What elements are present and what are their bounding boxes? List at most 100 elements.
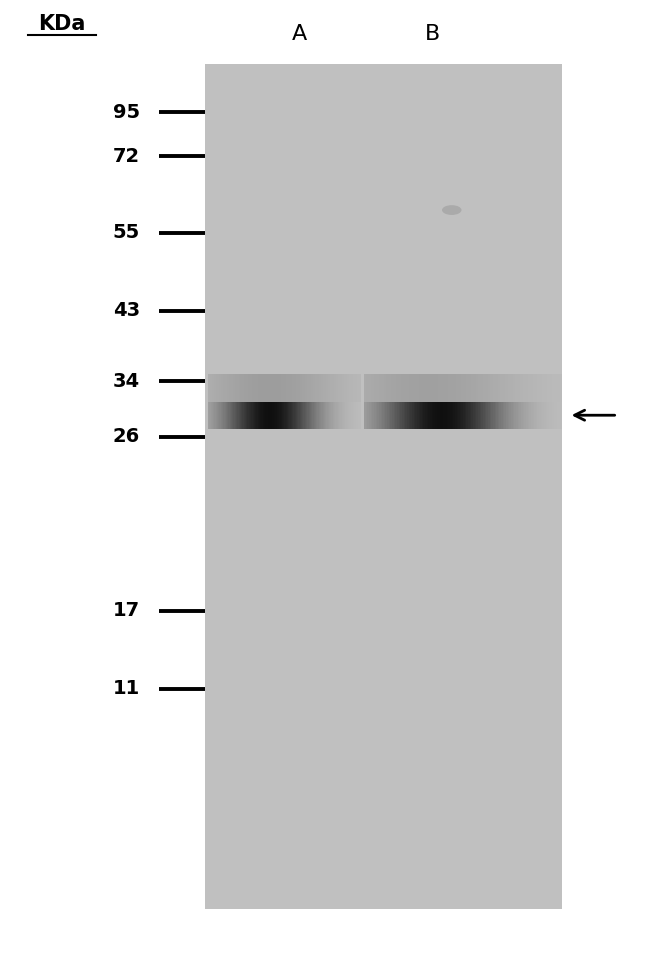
Bar — [302, 402, 304, 429]
Bar — [526, 402, 528, 429]
Bar — [256, 402, 257, 429]
Text: 43: 43 — [112, 301, 140, 320]
Bar — [344, 374, 346, 404]
Bar — [269, 402, 270, 429]
Bar — [277, 402, 278, 429]
Bar — [428, 402, 430, 429]
Bar — [557, 374, 560, 404]
Bar — [237, 374, 239, 404]
Bar — [366, 402, 367, 429]
Bar — [539, 402, 541, 429]
Bar — [216, 374, 218, 404]
Bar — [551, 402, 552, 429]
Bar — [227, 402, 228, 429]
Bar — [214, 402, 216, 429]
Bar — [455, 402, 456, 429]
Bar — [231, 374, 233, 404]
Bar — [499, 402, 501, 429]
Bar — [237, 402, 239, 429]
Bar — [346, 402, 348, 429]
Bar — [248, 374, 250, 404]
Bar — [424, 374, 426, 404]
Bar — [310, 402, 311, 429]
Bar — [222, 402, 224, 429]
Bar — [356, 402, 357, 429]
Bar — [253, 402, 254, 429]
Bar — [425, 402, 427, 429]
Bar — [302, 374, 304, 404]
Bar — [422, 402, 424, 429]
Bar — [298, 374, 300, 404]
Text: 34: 34 — [112, 371, 140, 391]
Bar — [325, 402, 326, 429]
Bar — [401, 374, 404, 404]
Bar — [226, 402, 227, 429]
Bar — [292, 374, 294, 404]
Bar — [348, 402, 349, 429]
Bar — [359, 402, 361, 429]
Bar — [419, 374, 421, 404]
Bar — [536, 402, 538, 429]
Bar — [504, 402, 506, 429]
Bar — [560, 374, 562, 404]
Bar — [544, 402, 546, 429]
Bar — [336, 374, 338, 404]
Bar — [500, 374, 503, 404]
Bar — [338, 402, 339, 429]
Bar — [445, 402, 447, 429]
Bar — [432, 402, 434, 429]
Bar — [248, 402, 249, 429]
Bar — [384, 402, 385, 429]
Bar — [289, 402, 291, 429]
Bar — [480, 402, 481, 429]
Bar — [242, 374, 244, 404]
Bar — [431, 374, 434, 404]
Bar — [456, 402, 458, 429]
Bar — [252, 402, 253, 429]
Bar — [458, 402, 460, 429]
Bar — [514, 402, 516, 429]
Bar — [468, 402, 470, 429]
Bar — [462, 402, 463, 429]
Bar — [296, 402, 297, 429]
Bar — [515, 374, 517, 404]
Bar — [385, 402, 387, 429]
Bar — [342, 402, 343, 429]
Bar — [364, 402, 366, 429]
Bar — [352, 402, 353, 429]
Bar — [275, 374, 277, 404]
Bar — [367, 374, 369, 404]
Bar — [212, 374, 214, 404]
Bar — [402, 402, 404, 429]
Bar — [397, 402, 398, 429]
Bar — [318, 402, 320, 429]
Bar — [271, 374, 273, 404]
Bar — [465, 402, 467, 429]
Bar — [404, 374, 406, 404]
Bar — [322, 402, 324, 429]
Bar — [525, 374, 528, 404]
Bar — [410, 402, 412, 429]
Bar — [549, 402, 551, 429]
Bar — [227, 374, 229, 404]
Bar — [322, 374, 324, 404]
Bar — [309, 374, 311, 404]
Bar — [337, 402, 338, 429]
Bar — [520, 374, 523, 404]
Bar — [239, 374, 240, 404]
Bar — [481, 402, 483, 429]
Bar — [265, 374, 267, 404]
Bar — [473, 402, 474, 429]
Bar — [358, 402, 359, 429]
Bar — [349, 402, 350, 429]
Bar — [446, 374, 448, 404]
Bar — [554, 402, 556, 429]
Bar — [525, 402, 526, 429]
Bar — [391, 402, 392, 429]
Bar — [353, 374, 355, 404]
Bar — [313, 374, 315, 404]
Bar — [307, 402, 309, 429]
Bar — [286, 374, 288, 404]
Bar — [257, 402, 259, 429]
Bar — [556, 402, 557, 429]
